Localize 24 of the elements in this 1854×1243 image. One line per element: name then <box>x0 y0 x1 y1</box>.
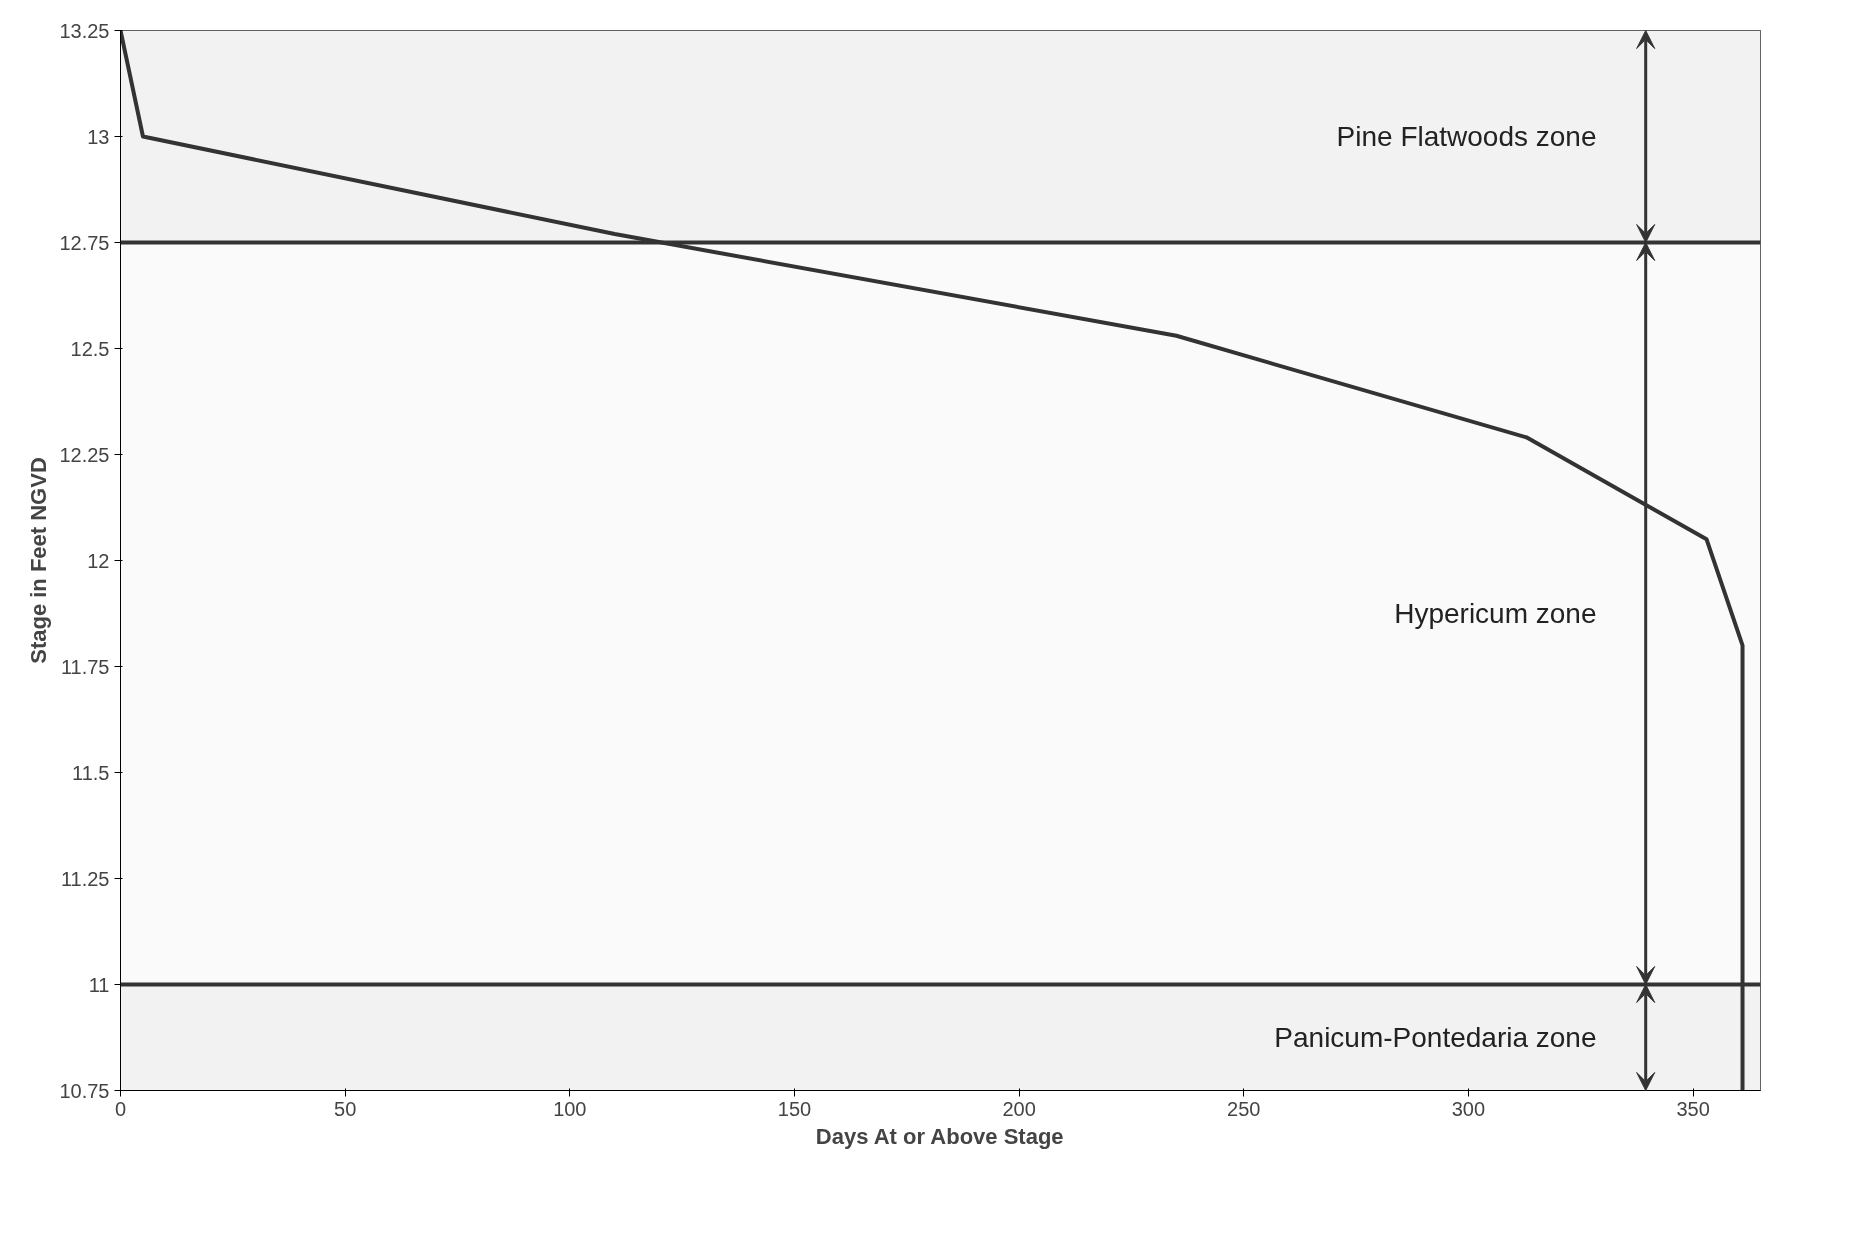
x-tick-label: 300 <box>1451 1097 1486 1120</box>
band-label: Panicum-Pontedaria zone <box>1274 1022 1597 1053</box>
x-tick-label: 350 <box>1676 1097 1710 1120</box>
band-label: Pine Flatwoods zone <box>1336 121 1597 152</box>
y-tick-label: 12.25 <box>59 443 110 466</box>
y-tick-label: 12.75 <box>59 231 110 254</box>
y-tick-label: 11.75 <box>60 655 110 678</box>
y-tick-label: 12 <box>87 549 110 572</box>
x-tick-label: 250 <box>1227 1097 1261 1120</box>
y-axis-title: Stage in Feet NGVD <box>26 457 52 664</box>
y-tick-label: 13.25 <box>59 19 110 42</box>
x-tick-label: 100 <box>553 1097 587 1120</box>
band-label: Hypericum zone <box>1394 598 1597 629</box>
x-tick-label: 50 <box>334 1097 357 1120</box>
y-tick-label: 11.25 <box>60 867 110 890</box>
y-tick-label: 12.5 <box>70 337 110 360</box>
y-tick-label: 11.5 <box>72 761 110 784</box>
y-tick-label: 11 <box>88 973 110 996</box>
x-tick-label: 0 <box>114 1097 127 1120</box>
y-tick-label: 13 <box>87 125 110 148</box>
x-tick-label: 150 <box>777 1097 812 1120</box>
x-tick-label: 200 <box>1002 1097 1036 1120</box>
x-axis-title: Days At or Above Stage <box>815 1123 1064 1149</box>
y-tick-label: 10.75 <box>59 1079 110 1102</box>
